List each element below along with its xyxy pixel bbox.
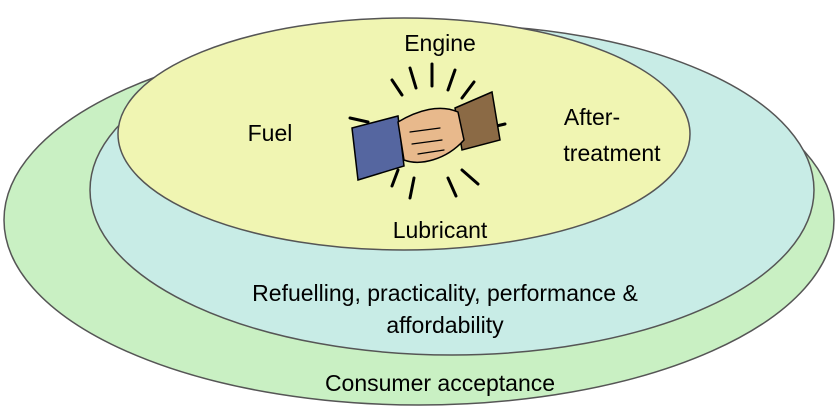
fuel-label: Fuel xyxy=(248,120,293,146)
engine-label: Engine xyxy=(404,30,476,56)
middle-label-line: Refuelling, practicality, performance & xyxy=(252,280,638,306)
middle-label-line: affordability xyxy=(386,312,504,338)
aftertreatment-label-line: treatment xyxy=(563,140,661,166)
outer-label: Consumer acceptance xyxy=(325,370,555,396)
lubricant-label: Lubricant xyxy=(393,217,488,243)
diagram: Engine Fuel After- treatment Lubricant R… xyxy=(0,0,839,410)
page: {"outer": {"label": "Consumer acceptance… xyxy=(0,0,839,410)
aftertreatment-label-line: After- xyxy=(564,104,620,130)
